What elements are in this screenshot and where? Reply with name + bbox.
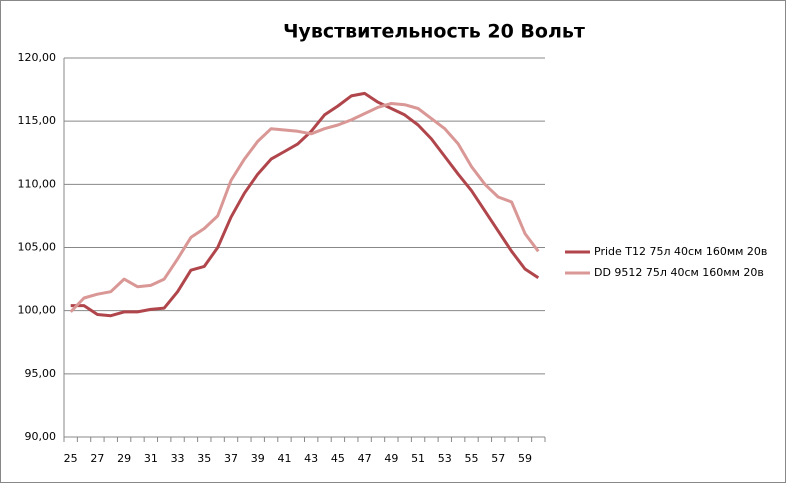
y-tick-label: 110,00: [18, 177, 57, 190]
x-tick-label: 59: [518, 452, 532, 465]
x-tick-label: 47: [358, 452, 372, 465]
x-tick-label: 33: [171, 452, 185, 465]
x-tick-label: 31: [144, 452, 158, 465]
x-tick-label: 25: [64, 452, 78, 465]
legend-label: DD 9512 75л 40см 160мм 20в: [594, 266, 764, 279]
chart-title: Чувствительность 20 Вольт: [283, 21, 585, 43]
x-tick-label: 35: [197, 452, 211, 465]
y-tick-label: 90,00: [25, 430, 57, 443]
y-tick-label: 95,00: [25, 367, 57, 380]
x-tick-label: 57: [491, 452, 505, 465]
x-tick-label: 55: [465, 452, 479, 465]
x-tick-label: 29: [117, 452, 131, 465]
x-tick-label: 49: [384, 452, 398, 465]
y-tick-label: 120,00: [18, 51, 57, 64]
series-line: [70, 91, 540, 318]
y-tick-label: 115,00: [18, 114, 57, 127]
x-tick-label: 43: [304, 452, 318, 465]
y-tick-label: 105,00: [18, 241, 57, 254]
y-tick-label: 100,00: [18, 304, 57, 317]
x-tick-label: 39: [251, 452, 265, 465]
x-tick-label: 45: [331, 452, 345, 465]
x-tick-label: 37: [224, 452, 238, 465]
x-tick-label: 41: [277, 452, 291, 465]
x-tick-label: 27: [90, 452, 104, 465]
x-tick-label: 53: [438, 452, 452, 465]
x-tick-label: 51: [411, 452, 425, 465]
legend-label: Pride T12 75л 40см 160мм 20в: [594, 245, 767, 258]
series-line: [69, 102, 540, 313]
